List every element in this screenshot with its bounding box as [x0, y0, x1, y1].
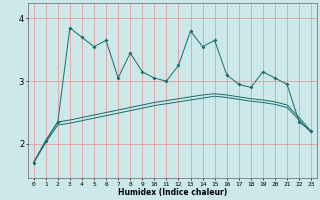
- X-axis label: Humidex (Indice chaleur): Humidex (Indice chaleur): [118, 188, 227, 197]
